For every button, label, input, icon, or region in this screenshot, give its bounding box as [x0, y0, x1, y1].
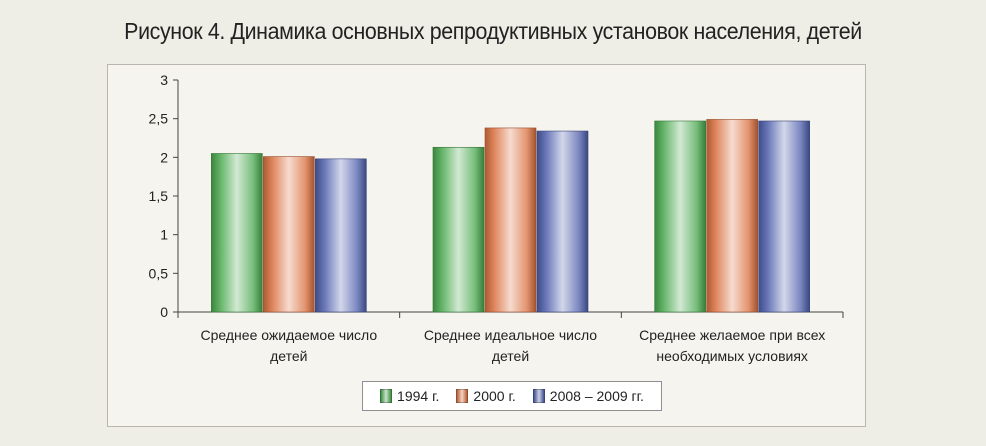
bar	[315, 158, 367, 313]
bar	[536, 130, 589, 313]
y-tick-label: 3	[160, 72, 168, 88]
x-category-label-line: Среднее желаемое при всех	[639, 327, 825, 343]
y-tick-label: 1,5	[149, 188, 169, 204]
legend-item-1994: 1994 г.	[380, 388, 439, 404]
y-tick-label: 2	[160, 149, 168, 165]
bar-chart: 0 0,5 1 1,5 2 2,5 3 Среднее ожидаемое число дете…	[149, 72, 844, 364]
legend: 1994 г. 2000 г. 2008 – 2009 гг.	[362, 381, 662, 411]
legend-swatch-2008-2009	[532, 389, 545, 403]
legend-swatch-1994	[380, 389, 393, 403]
bar	[758, 120, 810, 313]
chart-title: Рисунок 4. Динамика основных репродуктив…	[124, 18, 862, 44]
legend-item-2008-2009: 2008 – 2009 гг.	[532, 388, 644, 404]
x-category-label: Среднее ожидаемое число детей	[201, 327, 378, 364]
x-category-label-line: необходимых условиях	[656, 348, 808, 364]
chart-area: 0 0,5 1 1,5 2 2,5 3 Среднее ожидаемое число дете…	[107, 64, 866, 427]
x-category-label-line: детей	[492, 348, 529, 364]
x-category-label-line: детей	[270, 348, 307, 364]
y-tick-label: 0	[160, 304, 168, 320]
legend-label-2008-2009: 2008 – 2009 гг.	[549, 388, 644, 404]
bar	[263, 156, 315, 313]
legend-label-1994: 1994 г.	[397, 388, 440, 404]
bar	[432, 146, 485, 313]
x-category-label-line: Среднее идеальное число	[424, 327, 597, 343]
bar	[484, 127, 537, 313]
x-category-label-line: Среднее ожидаемое число	[201, 327, 378, 343]
bar	[706, 119, 758, 313]
y-tick-label: 0,5	[149, 265, 169, 281]
legend-item-2000: 2000 г.	[456, 388, 516, 404]
legend-swatch-2000	[456, 389, 469, 403]
x-category-label: Среднее желаемое при всех необходимых усл…	[639, 327, 825, 364]
bar	[211, 153, 263, 313]
legend-label-2000: 2000 г.	[473, 388, 516, 404]
x-category-label: Среднее идеальное число детей	[424, 327, 597, 364]
y-tick-label: 2,5	[149, 111, 169, 127]
y-tick-label: 1	[160, 227, 168, 243]
bar	[654, 120, 706, 313]
